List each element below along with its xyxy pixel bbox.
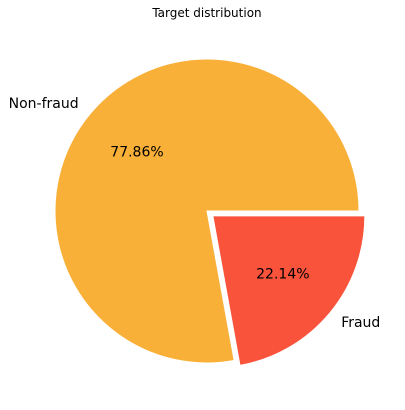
pie-labels: 77.86% Non-fraud 22.14% Fraud xyxy=(9,96,381,331)
pie-category-label: Fraud xyxy=(341,315,380,331)
pie-category-label: Non-fraud xyxy=(9,96,79,112)
chart-title: Target distribution xyxy=(151,6,261,20)
pie-pct-label: 77.86% xyxy=(110,145,163,161)
pie-slice-non-fraud xyxy=(54,58,360,364)
pie-slices xyxy=(54,58,366,367)
pie-slice-fraud xyxy=(212,215,366,367)
pie-pct-label: 22.14% xyxy=(256,266,309,282)
